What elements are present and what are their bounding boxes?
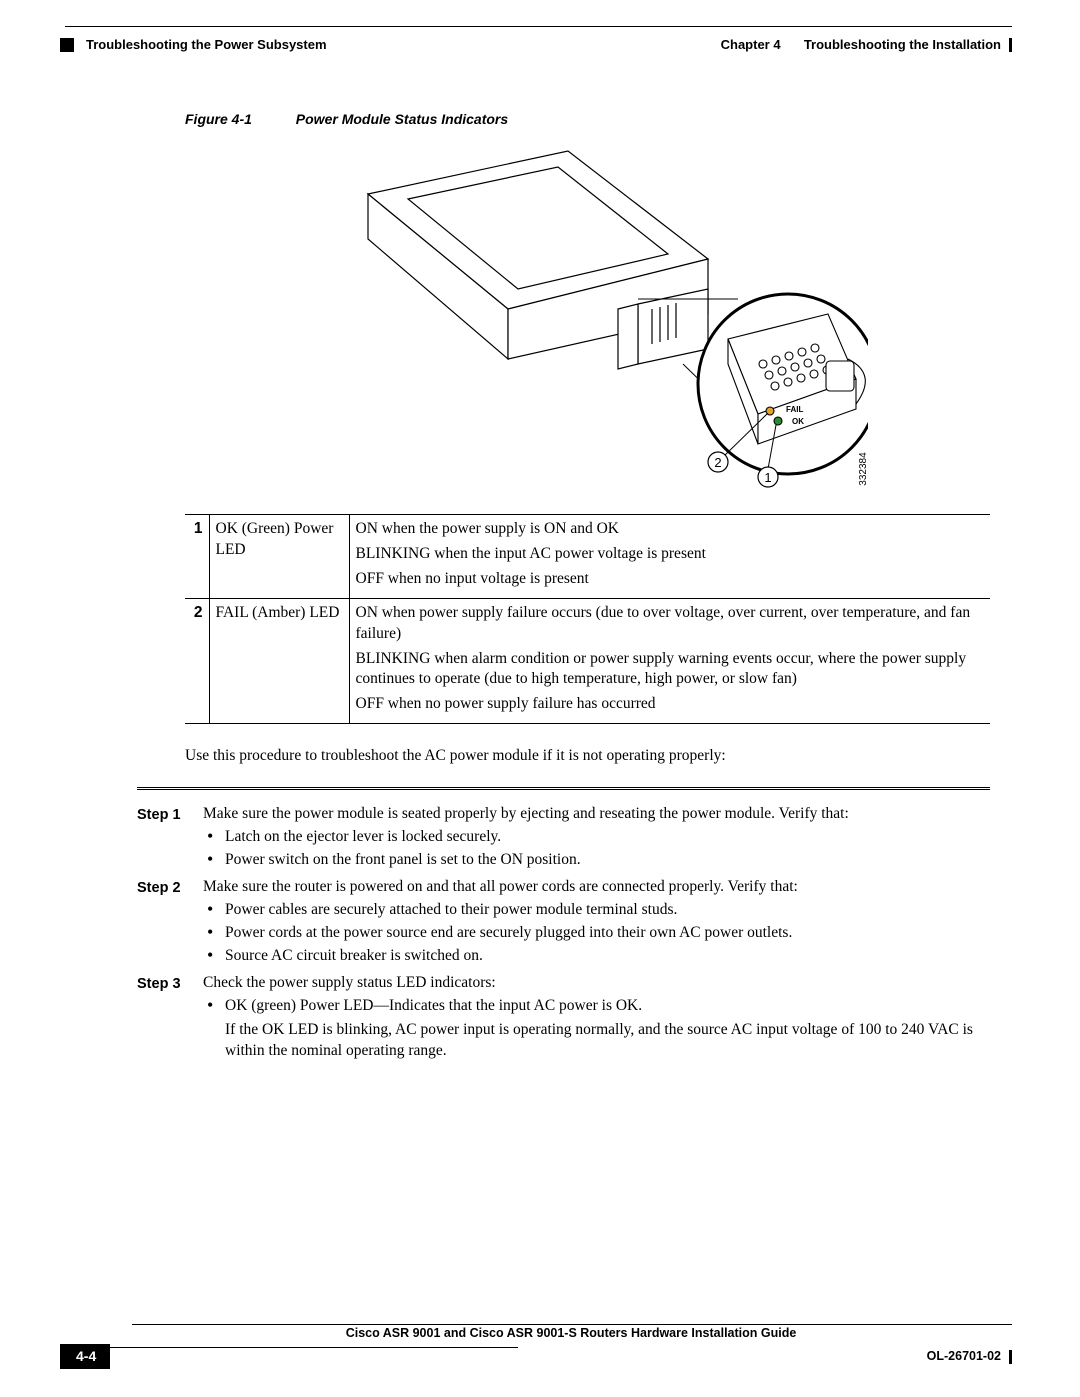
page-header: Troubleshooting the Power Subsystem Chap… (60, 36, 1012, 54)
step-body: Make sure the router is powered on and t… (203, 877, 990, 971)
step-row: Step 1 Make sure the power module is sea… (137, 804, 990, 875)
row-label: OK (Green) Power LED (209, 514, 349, 598)
page-footer: Cisco ASR 9001 and Cisco ASR 9001-S Rout… (60, 1324, 1012, 1369)
table-row: 1 OK (Green) Power LED ON when the power… (185, 514, 990, 598)
doc-id: OL-26701-02 (927, 1348, 1001, 1365)
header-rule (65, 26, 1012, 27)
step-row: Step 3 Check the power supply status LED… (137, 973, 990, 1065)
header-section: Troubleshooting the Power Subsystem (86, 36, 327, 54)
header-title: Troubleshooting the Installation (804, 36, 1001, 54)
header-chapter: Chapter 4 (721, 36, 781, 54)
page-number-badge: 4-4 (60, 1344, 110, 1369)
step-body: Check the power supply status LED indica… (203, 973, 990, 1065)
step-label: Step 1 (137, 804, 185, 875)
steps-rule (137, 787, 990, 790)
footer-bar-icon (1009, 1350, 1012, 1364)
svg-text:332384: 332384 (858, 452, 868, 486)
step-body: Make sure the power module is seated pro… (203, 804, 990, 875)
row-desc: ON when the power supply is ON and OK BL… (349, 514, 990, 598)
svg-text:1: 1 (764, 470, 771, 485)
table-row: 2 FAIL (Amber) LED ON when power supply … (185, 598, 990, 724)
led-table: 1 OK (Green) Power LED ON when the power… (185, 514, 990, 724)
svg-text:OK: OK (792, 417, 804, 426)
figure-caption: Figure 4-1 Power Module Status Indicator… (185, 110, 990, 129)
step-label: Step 2 (137, 877, 185, 971)
row-num: 1 (185, 514, 209, 598)
figure-title: Power Module Status Indicators (296, 111, 508, 127)
step-row: Step 2 Make sure the router is powered o… (137, 877, 990, 971)
footer-guide-title: Cisco ASR 9001 and Cisco ASR 9001-S Rout… (130, 1325, 1012, 1344)
svg-text:2: 2 (714, 455, 721, 470)
figure-number: Figure 4-1 (185, 111, 252, 127)
intro-text: Use this procedure to troubleshoot the A… (185, 746, 990, 767)
header-square-icon (60, 38, 74, 52)
svg-text:FAIL: FAIL (786, 405, 803, 414)
step-label: Step 3 (137, 973, 185, 1065)
figure-diagram: FAIL OK 1 2 332384 (308, 139, 868, 499)
row-desc: ON when power supply failure occurs (due… (349, 598, 990, 724)
header-bar-icon (1009, 38, 1012, 52)
row-num: 2 (185, 598, 209, 724)
row-label: FAIL (Amber) LED (209, 598, 349, 724)
